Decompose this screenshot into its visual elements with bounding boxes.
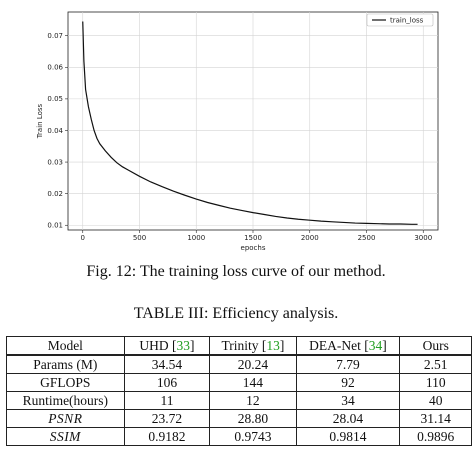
x-tick-label: 3000: [414, 234, 432, 242]
table-cell: 34.54: [123, 354, 211, 374]
series-line-train-loss: [82, 21, 418, 225]
x-tick-label: 1000: [187, 234, 205, 242]
row-label: Runtime(hours): [6, 391, 125, 410]
table-caption: TABLE III: Efficiency analysis.: [133, 305, 339, 322]
table-cell: 23.72: [123, 409, 211, 428]
citation-link[interactable]: 13: [266, 337, 280, 353]
table-body: Params (M) 34.54 20.24 7.79 2.51 GFLOPS 106 144…: [6, 354, 472, 446]
table-cell: 106: [123, 373, 211, 392]
training-loss-chart: 0 500 1000 1500 2000 2500 3000 0.01 0.02 0.03 0.04…: [36, 11, 439, 252]
table-cell: 11: [123, 391, 211, 410]
table-cell: 28.04: [295, 409, 401, 428]
y-tick-label: 0.04: [47, 127, 63, 135]
figure-caption: Fig. 12: The training loss curve of our …: [86, 263, 386, 280]
row-label: SSIM: [6, 427, 125, 446]
table-cell: 12: [209, 391, 297, 410]
table-cell: 110: [399, 373, 472, 392]
y-tick-label: 0.02: [47, 190, 63, 198]
table-cell: 31.14: [399, 409, 472, 428]
header-col-trinity: Trinity [13]: [209, 336, 297, 356]
table-cell: 7.79: [295, 354, 401, 374]
legend-label: train_loss: [390, 17, 424, 25]
y-tick-label: 0.03: [47, 158, 63, 166]
table-row: Params (M) 34.54 20.24 7.79 2.51: [6, 354, 472, 374]
table-cell: 0.9182: [123, 427, 211, 446]
x-tick-label: 2500: [358, 234, 376, 242]
table-cell: 20.24: [209, 354, 297, 374]
table-row: GFLOPS 106 144 92 110: [6, 373, 472, 392]
y-axis-label: Train Loss: [36, 103, 44, 139]
axis-ticks: 0 500 1000 1500 2000 2500 3000 0.01 0.02 0.03 0.04…: [47, 32, 432, 242]
citation-link[interactable]: 34: [368, 337, 383, 353]
y-tick-label: 0.06: [47, 64, 63, 72]
header-col-ours: Ours: [399, 336, 472, 356]
x-tick-label: 2000: [301, 234, 319, 242]
header-col-dea-net: DEA-Net [34]: [295, 336, 401, 356]
grid-lines: [68, 12, 438, 230]
x-tick-label: 1500: [244, 234, 262, 242]
table-cell: 28.80: [209, 409, 297, 428]
table-cell: 0.9743: [209, 427, 297, 446]
table-row: SSIM 0.9182 0.9743 0.9814 0.9896: [6, 427, 472, 446]
x-tick-label: 500: [133, 234, 146, 242]
header-col-uhd: UHD [33]: [123, 336, 211, 356]
table-row: PSNR 23.72 28.80 28.04 31.14: [6, 409, 472, 428]
table-cell: 92: [295, 373, 401, 392]
table-header-row: Model UHD [33] Trinity [13] DEA-Net [34]…: [6, 336, 472, 356]
legend: train_loss: [366, 13, 434, 27]
y-tick-label: 0.05: [47, 95, 63, 103]
row-label: GFLOPS: [6, 373, 125, 392]
header-model: Model: [6, 336, 125, 356]
efficiency-table: Model UHD [33] Trinity [13] DEA-Net [34]…: [6, 336, 472, 446]
table-cell: 40: [399, 391, 472, 410]
table-cell: 34: [295, 391, 401, 410]
table-cell: 0.9814: [295, 427, 401, 446]
x-axis-label: epochs: [241, 244, 266, 252]
table-cell: 0.9896: [399, 427, 472, 446]
row-label: PSNR: [6, 409, 125, 428]
y-tick-label: 0.07: [47, 32, 63, 40]
table-cell: 2.51: [399, 354, 472, 374]
table-row: Runtime(hours) 11 12 34 40: [6, 391, 472, 410]
table-cell: 144: [209, 373, 297, 392]
y-tick-label: 0.01: [47, 222, 63, 230]
legend-box: [366, 13, 434, 27]
citation-link[interactable]: 33: [176, 337, 191, 353]
row-label: Params (M): [6, 354, 125, 374]
x-tick-label: 0: [81, 234, 85, 242]
